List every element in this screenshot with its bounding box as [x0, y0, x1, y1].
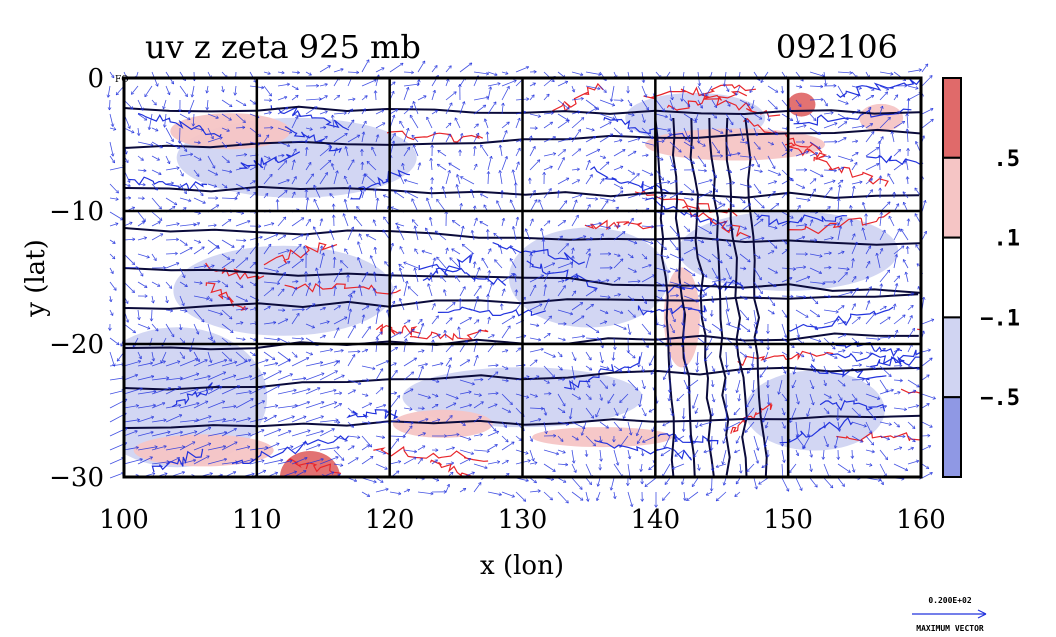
reference-vector-caption: MAXIMUM VECTOR [916, 624, 984, 633]
y-tick-label: 0 [87, 64, 104, 94]
colorbar-tick-label: −.5 [980, 386, 1020, 411]
colorbar-band [942, 77, 962, 159]
reference-vector: 0.200E+02 MAXIMUM VECTOR [912, 596, 987, 633]
colorbar-band [942, 236, 962, 319]
y-tick-label: −20 [49, 330, 104, 360]
x-tick-label: 150 [763, 505, 813, 535]
x-tick-label: 160 [896, 505, 946, 535]
chart-title: uv z zeta 925 mb [145, 28, 421, 66]
chart-time-label: 092106 [776, 28, 898, 66]
x-tick-label: 110 [232, 505, 282, 535]
colorbar-tick-label: −.1 [980, 306, 1020, 331]
y-tick-label: −30 [49, 463, 104, 493]
x-tick-label: 100 [99, 505, 149, 535]
y-axis-label: y (lat) [21, 239, 51, 318]
plot-area [124, 78, 921, 477]
y-tick-label: −10 [49, 197, 104, 227]
x-tick-label: 140 [631, 505, 681, 535]
x-tick-label: 130 [498, 505, 548, 535]
reference-vector-value: 0.200E+02 [928, 596, 972, 605]
corner-label: FO [115, 75, 129, 85]
colorbar-band [942, 396, 962, 479]
x-tick-label: 120 [365, 505, 415, 535]
colorbar-band [942, 156, 962, 239]
colorbar-tick-label: .1 [994, 227, 1021, 252]
gridlines [124, 78, 921, 477]
plot-frame [122, 76, 923, 479]
colorbar [942, 77, 962, 479]
colorbar-band [942, 316, 962, 399]
reference-vector-arrowhead [977, 609, 987, 619]
x-axis-label: x (lon) [480, 551, 564, 581]
colorbar-tick-label: .5 [994, 147, 1021, 172]
